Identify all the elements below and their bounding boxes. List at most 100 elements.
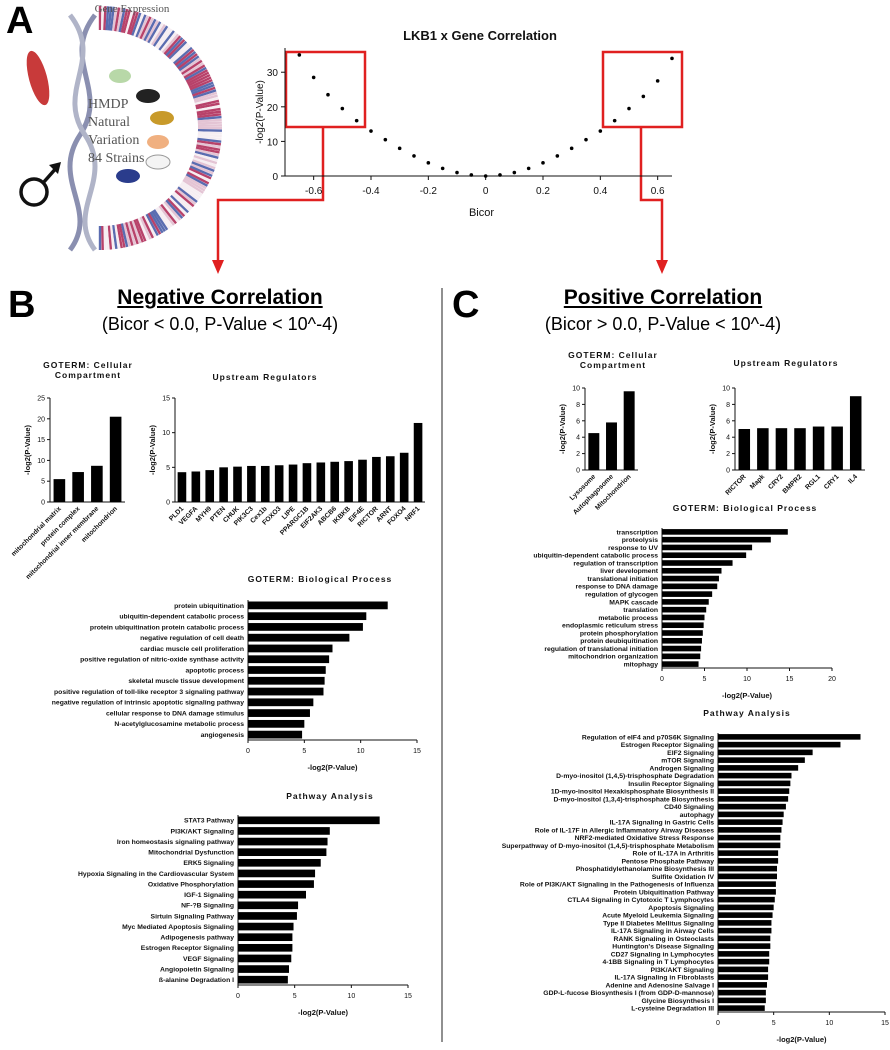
dna-strand xyxy=(68,13,98,252)
chart: 0246810LysosomeAutophagosomeMitochondrio… xyxy=(558,386,638,516)
heatmap-stripe xyxy=(186,71,210,85)
bar xyxy=(662,552,747,559)
y-tick-label: 2 xyxy=(726,451,730,458)
bar xyxy=(238,943,293,952)
bar xyxy=(718,834,781,841)
bar xyxy=(238,827,330,835)
heatmap-stripe xyxy=(196,142,221,149)
heatmap-stripe xyxy=(122,222,131,247)
bar xyxy=(274,465,284,502)
point xyxy=(498,173,502,177)
heatmap-stripe xyxy=(181,180,203,197)
y-axis-label: -log2(P-Value) xyxy=(148,424,157,475)
heatmap-stripe xyxy=(194,94,218,104)
heatmap-stripe xyxy=(120,223,129,248)
y-tick-label: Iron homeostasis signaling pathway xyxy=(117,839,234,846)
y-tick-label: NRF2-mediated Oxidative Stress Response xyxy=(575,835,715,842)
point xyxy=(627,106,631,111)
y-tick-label: negative regulation of cell death xyxy=(140,635,244,642)
heatmap-stripe xyxy=(196,139,222,146)
bar xyxy=(248,601,388,610)
heatmap-stripe xyxy=(175,188,197,206)
heatmap-stripe xyxy=(135,218,147,242)
heatmap-stripe xyxy=(165,37,184,57)
panel-letter: C xyxy=(452,284,480,326)
y-tick-label: Sirtuin Signaling Pathway xyxy=(151,913,235,920)
bar xyxy=(238,975,288,984)
bar xyxy=(662,599,709,605)
y-tick-label: ubiquitin-dependent catabolic process xyxy=(533,553,658,560)
heatmap-stripe xyxy=(129,11,139,36)
y-tick-label: 0 xyxy=(726,468,730,475)
heatmap-stripe xyxy=(154,27,171,49)
heatmap-stripe xyxy=(158,30,175,51)
heatmap-stripe xyxy=(107,225,113,250)
y-tick-label: autophagy xyxy=(680,812,715,819)
heatmap-stripe xyxy=(116,224,123,249)
heatmap-stripe xyxy=(131,12,142,36)
heatmap-stripe xyxy=(193,91,218,101)
y-tick-label: protein deubiquitination xyxy=(580,638,658,645)
heatmap-stripe xyxy=(131,220,142,244)
x-tick-label: 5 xyxy=(293,993,297,1000)
bar xyxy=(718,873,778,880)
bar xyxy=(718,757,805,763)
bar xyxy=(718,896,775,903)
heatmap-stripe xyxy=(143,214,157,238)
heatmap-stripe xyxy=(109,225,115,250)
bar xyxy=(238,837,328,846)
y-tick-label: 4-1BB Signaling in T Lymphocytes xyxy=(602,959,714,966)
bar xyxy=(718,858,779,864)
y-tick-label: VEGF Signaling xyxy=(183,956,234,963)
x-tick-label: 5 xyxy=(772,1020,776,1027)
y-tick-label: N-acetylglucosamine metabolic process xyxy=(114,721,244,728)
heatmap-stripe xyxy=(118,223,126,248)
heatmap-stripe xyxy=(191,84,215,95)
zoom-box xyxy=(601,50,684,129)
mouse-icon xyxy=(150,111,174,125)
point xyxy=(383,137,388,142)
bar xyxy=(718,943,771,949)
heatmap-stripe xyxy=(168,196,188,216)
bar xyxy=(738,429,751,470)
bar xyxy=(718,734,861,740)
y-tick-label: Angiopoietin Signaling xyxy=(160,966,234,973)
heatmap-stripe xyxy=(170,194,190,214)
bar xyxy=(72,472,84,502)
x-tick-label: RGL1 xyxy=(804,473,822,491)
heatmap-stripe xyxy=(111,6,118,32)
x-tick-label: -0.2 xyxy=(420,186,438,197)
mouse-icon xyxy=(136,89,160,103)
point xyxy=(555,154,560,158)
bar xyxy=(718,827,782,833)
panel-letter: A xyxy=(6,0,34,42)
point xyxy=(641,94,646,99)
heatmap-stripe xyxy=(124,222,134,246)
point xyxy=(354,118,359,123)
x-tick-label: 0.4 xyxy=(593,186,607,197)
y-tick-label: RANK Signaling in Osteoclasts xyxy=(614,936,715,943)
heatmap-stripe xyxy=(166,38,186,58)
y-tick-label: response to DNA damage xyxy=(576,584,659,591)
heatmap-stripe xyxy=(152,209,169,231)
y-tick-label: MAPK cascade xyxy=(609,599,658,606)
y-tick-label: CTLA4 Signaling in Cytotoxic T Lymphocyt… xyxy=(567,897,714,904)
bar xyxy=(238,816,380,825)
heatmap-stripe xyxy=(174,48,195,67)
bar xyxy=(399,452,409,502)
y-tick-label: 10 xyxy=(37,458,45,465)
y-tick-label: 1D-myo-inositol Hexakisphosphate Biosynt… xyxy=(551,789,714,796)
x-tick-label: Mapk xyxy=(749,473,766,490)
y-tick-label: liver development xyxy=(600,568,659,575)
heatmap-stripe xyxy=(152,25,169,47)
y-tick-label: EIF2 Signaling xyxy=(667,750,714,757)
heatmap-stripe xyxy=(187,169,211,183)
bar xyxy=(662,529,788,535)
heatmap-stripe xyxy=(170,42,190,62)
y-tick-label: 30 xyxy=(267,68,279,79)
bar xyxy=(812,426,825,470)
x-tick-label: 0.2 xyxy=(536,186,550,197)
y-tick-label: mitophagy xyxy=(624,662,659,669)
point xyxy=(541,161,545,165)
